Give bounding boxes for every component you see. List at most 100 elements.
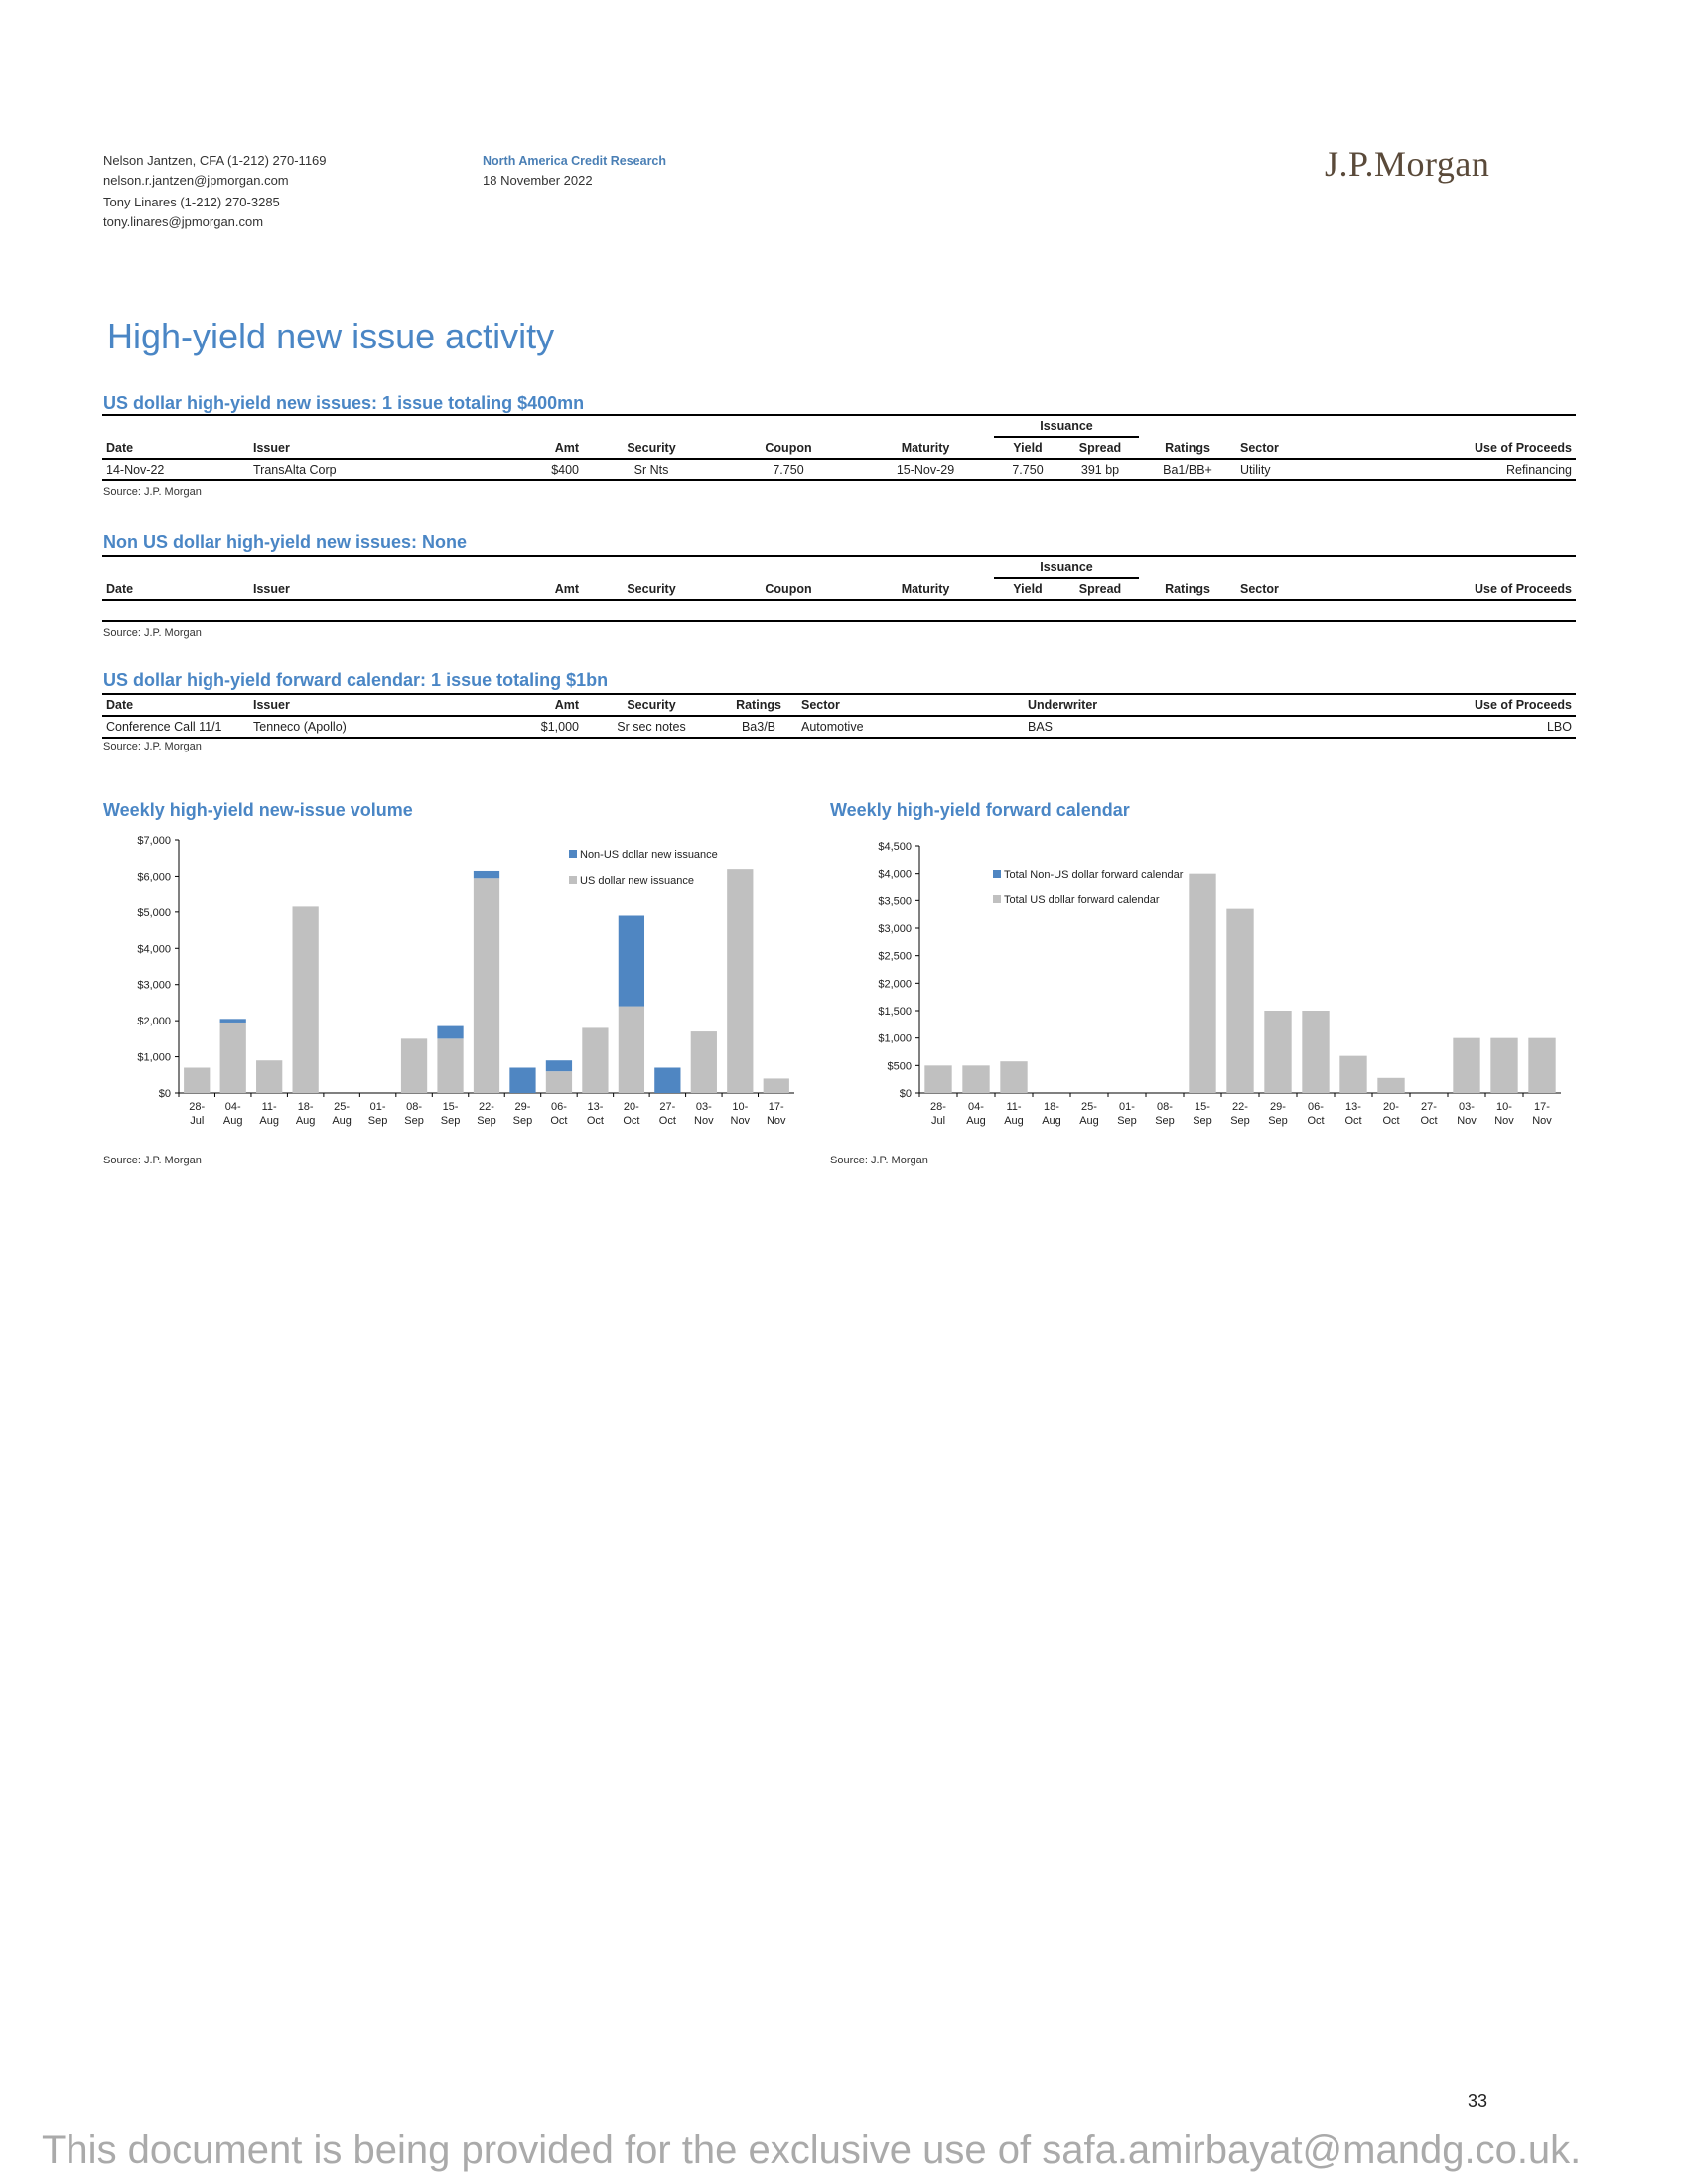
bar-us-03-Nov bbox=[1453, 1037, 1480, 1093]
bar-us-06-Oct bbox=[545, 1071, 573, 1093]
x-tick-label: Sep bbox=[368, 1115, 388, 1127]
legend-label: US dollar new issuance bbox=[580, 875, 694, 887]
col-amt: Amt bbox=[554, 581, 579, 596]
table-row-empty bbox=[102, 600, 1576, 621]
bar-us-15-Sep bbox=[1189, 873, 1216, 1093]
dept-block: North America Credit Research 18 Novembe… bbox=[483, 151, 666, 191]
cell: $1,000 bbox=[540, 720, 579, 734]
cell: Utility bbox=[1240, 463, 1271, 477]
x-tick-label: Sep bbox=[1230, 1115, 1250, 1127]
col-coupon: Coupon bbox=[765, 440, 812, 455]
x-tick-label: 17- bbox=[1534, 1101, 1550, 1113]
bar-us-13-Oct bbox=[1339, 1055, 1367, 1093]
bar-nonus-20-Oct bbox=[618, 915, 645, 1007]
x-tick-label: Oct bbox=[1344, 1115, 1361, 1127]
bar-us-20-Oct bbox=[1377, 1077, 1405, 1093]
x-tick-label: 01- bbox=[370, 1101, 386, 1113]
bar-us-11-Aug bbox=[256, 1060, 283, 1093]
author-2-email[interactable]: tony.linares@jpmorgan.com bbox=[103, 214, 264, 229]
col-ratings: Ratings bbox=[1165, 440, 1210, 455]
x-tick-label: Sep bbox=[1117, 1115, 1137, 1127]
x-tick-label: 10- bbox=[1496, 1101, 1512, 1113]
cell: Sr Nts bbox=[633, 463, 669, 477]
legend-label: Total Non-US dollar forward calendar bbox=[1004, 869, 1184, 881]
x-tick-label: 25- bbox=[334, 1101, 350, 1113]
col-security: Security bbox=[627, 698, 676, 712]
bar-nonus-06-Oct bbox=[545, 1060, 573, 1072]
legend-label: Non-US dollar new issuance bbox=[580, 849, 718, 861]
x-tick-label: 29- bbox=[515, 1101, 531, 1113]
bar-us-15-Sep bbox=[437, 1038, 464, 1093]
col-ratings: Ratings bbox=[1165, 581, 1210, 596]
col-sector: Sector bbox=[1240, 581, 1279, 596]
bar-us-17-Nov bbox=[763, 1078, 789, 1093]
x-tick-label: 11- bbox=[1006, 1101, 1021, 1113]
y-tick-label: $4,000 bbox=[137, 943, 171, 955]
author-block: Nelson Jantzen, CFA (1-212) 270-1169 nel… bbox=[103, 151, 327, 232]
chart1-source: Source: J.P. Morgan bbox=[103, 1155, 202, 1166]
table2-source: Source: J.P. Morgan bbox=[103, 627, 202, 639]
x-tick-label: Aug bbox=[296, 1115, 316, 1127]
x-tick-label: Sep bbox=[441, 1115, 461, 1127]
y-tick-label: $3,000 bbox=[878, 923, 912, 935]
x-tick-label: Aug bbox=[966, 1115, 986, 1127]
bar-us-08-Sep bbox=[400, 1038, 428, 1093]
x-tick-label: Nov bbox=[1494, 1115, 1514, 1127]
x-tick-label: Oct bbox=[1420, 1115, 1437, 1127]
report-date: 18 November 2022 bbox=[483, 173, 593, 188]
author-1-email[interactable]: nelson.r.jantzen@jpmorgan.com bbox=[103, 173, 289, 188]
x-tick-label: 29- bbox=[1270, 1101, 1286, 1113]
table1-source: Source: J.P. Morgan bbox=[103, 486, 202, 498]
cell: Ba1/BB+ bbox=[1163, 463, 1212, 477]
bar-us-20-Oct bbox=[618, 1006, 645, 1093]
x-tick-label: Oct bbox=[550, 1115, 567, 1127]
y-tick-label: $6,000 bbox=[137, 871, 171, 883]
author-2: Tony Linares (1-212) 270-3285 bbox=[103, 195, 280, 209]
x-tick-label: Aug bbox=[259, 1115, 279, 1127]
col-spread: Spread bbox=[1078, 441, 1122, 455]
y-tick-label: $2,500 bbox=[878, 951, 912, 963]
y-tick-label: $4,000 bbox=[878, 869, 912, 881]
col-security: Security bbox=[627, 440, 676, 455]
x-tick-label: Aug bbox=[223, 1115, 243, 1127]
x-tick-label: Sep bbox=[404, 1115, 424, 1127]
x-tick-label: Nov bbox=[1457, 1115, 1477, 1127]
y-tick-label: $500 bbox=[888, 1060, 912, 1072]
x-tick-label: 08- bbox=[406, 1101, 422, 1113]
x-tick-label: 06- bbox=[1308, 1101, 1324, 1113]
col-maturity: Maturity bbox=[901, 440, 950, 455]
y-tick-label: $0 bbox=[900, 1088, 912, 1100]
x-tick-label: 04- bbox=[968, 1101, 984, 1113]
col-date: Date bbox=[106, 581, 134, 596]
table-row: 14-Nov-22 TransAlta Corp $400 Sr Nts 7.7… bbox=[102, 459, 1576, 480]
y-tick-label: $1,000 bbox=[878, 1033, 912, 1045]
x-tick-label: 04- bbox=[225, 1101, 241, 1113]
x-tick-label: Oct bbox=[659, 1115, 676, 1127]
chart2-source: Source: J.P. Morgan bbox=[830, 1155, 928, 1166]
cell: $400 bbox=[551, 463, 579, 477]
cell: 7.750 bbox=[1012, 463, 1044, 477]
x-tick-label: 28- bbox=[930, 1101, 946, 1113]
bar-us-10-Nov bbox=[1490, 1037, 1518, 1093]
col-use-of-proceeds: Use of Proceeds bbox=[1475, 440, 1572, 455]
col-sector: Sector bbox=[1240, 440, 1279, 455]
x-tick-label: Aug bbox=[1042, 1115, 1061, 1127]
x-tick-label: Nov bbox=[1532, 1115, 1552, 1127]
col-underwriter: Underwriter bbox=[1028, 698, 1098, 712]
x-tick-label: 22- bbox=[479, 1101, 494, 1113]
table2-title: Non US dollar high-yield new issues: Non… bbox=[103, 532, 468, 552]
x-tick-label: Sep bbox=[477, 1115, 496, 1127]
x-tick-label: 18- bbox=[1044, 1101, 1059, 1113]
x-tick-label: Nov bbox=[767, 1115, 786, 1127]
x-tick-label: Oct bbox=[587, 1115, 604, 1127]
legend-swatch bbox=[569, 876, 577, 884]
cell: LBO bbox=[1546, 720, 1572, 734]
bar-nonus-29-Sep bbox=[509, 1067, 536, 1093]
table3-source: Source: J.P. Morgan bbox=[103, 741, 202, 752]
y-tick-label: $1,000 bbox=[137, 1052, 171, 1064]
bar-nonus-27-Oct bbox=[654, 1067, 681, 1093]
bar-us-13-Oct bbox=[582, 1027, 609, 1093]
col-security: Security bbox=[627, 581, 676, 596]
x-tick-label: Nov bbox=[731, 1115, 751, 1127]
y-tick-label: $4,500 bbox=[878, 841, 912, 853]
